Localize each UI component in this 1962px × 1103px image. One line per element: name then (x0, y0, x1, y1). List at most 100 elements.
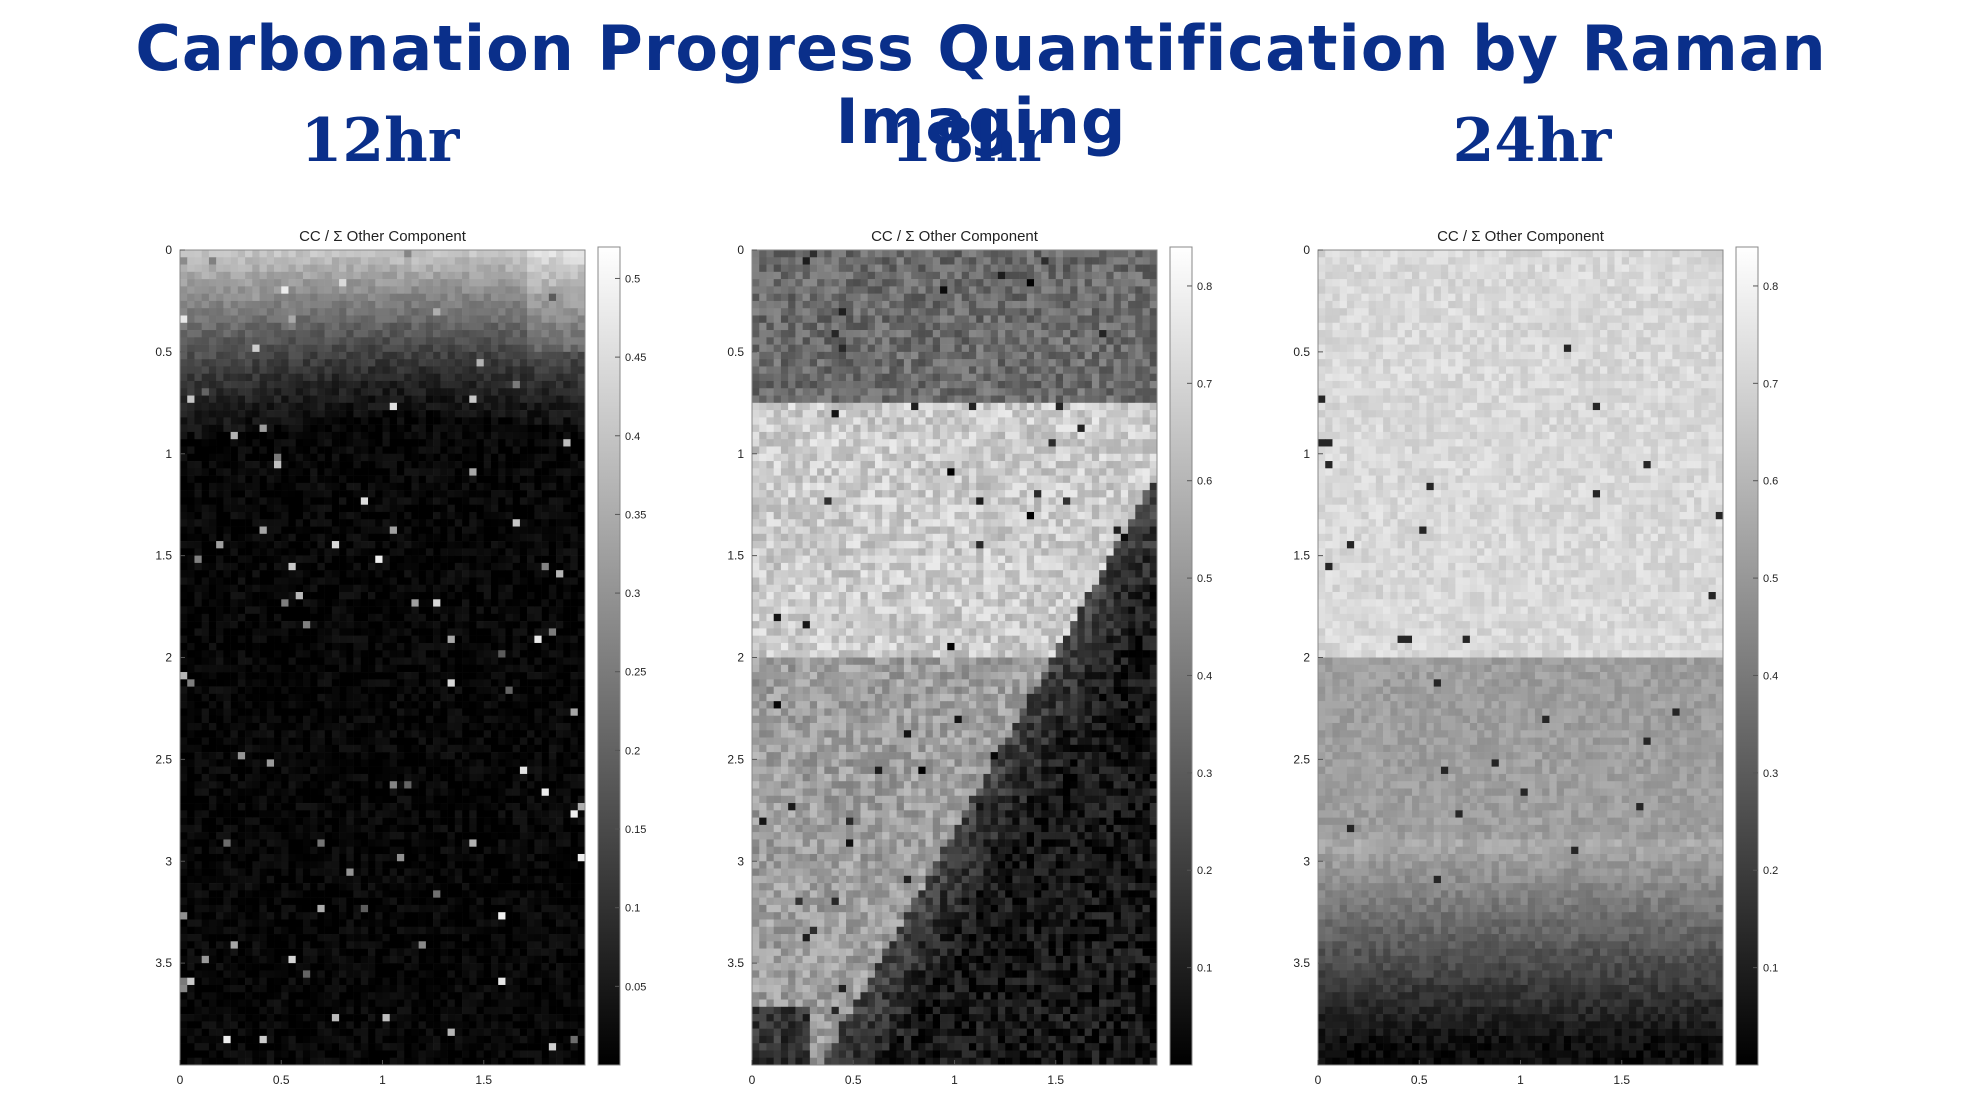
heatmap-cell (418, 424, 427, 433)
heatmap-cell (237, 322, 246, 331)
heatmap-cell (519, 293, 528, 302)
heatmap-cell (462, 708, 470, 717)
heatmap-cell (462, 446, 470, 455)
heatmap-cell (324, 642, 333, 651)
heatmap-cell (411, 250, 419, 258)
heatmap-cell (418, 482, 427, 491)
heatmap-cell (454, 730, 463, 738)
heatmap-cell (556, 388, 564, 396)
heatmap-cell (548, 330, 557, 338)
heatmap-cell (411, 599, 419, 607)
heatmap-cell (440, 759, 448, 767)
heatmap-cell (360, 868, 369, 877)
heatmap-cell (216, 562, 224, 571)
heatmap-cell (216, 308, 224, 316)
heatmap-cell (469, 708, 477, 717)
heatmap-cell (245, 519, 253, 527)
heatmap-cell (194, 744, 202, 753)
heatmap-cell (548, 722, 557, 731)
heatmap-cell (462, 410, 470, 418)
heatmap-cell (570, 788, 579, 797)
heatmap-cell (440, 519, 448, 527)
heatmap-cell (454, 533, 463, 542)
heatmap-cell (570, 773, 579, 782)
heatmap-cell (433, 497, 441, 505)
heatmap-cell (201, 293, 210, 302)
heatmap-cell (476, 366, 485, 375)
heatmap-cell (418, 657, 427, 666)
heatmap-cell (570, 853, 579, 862)
heatmap-cell (302, 351, 311, 360)
heatmap-cell (404, 708, 412, 717)
heatmap-cell (563, 752, 571, 760)
heatmap-cell (360, 264, 369, 273)
heatmap-cell (295, 737, 304, 746)
heatmap-cell (245, 584, 253, 593)
heatmap-cell (505, 824, 513, 833)
heatmap-cell (346, 497, 354, 505)
heatmap-cell (187, 562, 195, 571)
heatmap-cell (447, 257, 456, 265)
heatmap-cell (563, 344, 571, 353)
heatmap-cell (353, 519, 362, 527)
heatmap-cell (274, 701, 282, 709)
heatmap-cell (512, 606, 521, 615)
heatmap-cell (353, 257, 362, 265)
heatmap-cell (577, 300, 586, 309)
heatmap-cell (375, 344, 383, 353)
heatmap-cell (288, 861, 297, 869)
heatmap-cell (266, 650, 275, 658)
heatmap-cell (331, 410, 340, 418)
heatmap-cell (375, 279, 383, 287)
heatmap-cell (216, 431, 224, 440)
heatmap-cell (418, 366, 427, 375)
heatmap-cell (368, 446, 376, 455)
heatmap-cell (201, 497, 210, 505)
heatmap-cell (433, 795, 441, 804)
heatmap-cell (541, 461, 550, 469)
heatmap-cell (346, 504, 354, 513)
heatmap-cell (331, 701, 340, 709)
heatmap-cell (382, 366, 391, 375)
heatmap-cell (548, 373, 557, 382)
heatmap-cell (180, 250, 188, 258)
heatmap-cell (201, 897, 210, 906)
heatmap-cell (454, 279, 463, 287)
heatmap-cell (237, 497, 246, 505)
heatmap-cell (302, 511, 311, 520)
heatmap-cell (281, 271, 289, 280)
heatmap-cell (274, 664, 282, 673)
heatmap-cell (440, 279, 448, 287)
heatmap-cell (382, 431, 391, 440)
heatmap-cell (252, 300, 260, 309)
heatmap-cell (187, 883, 195, 891)
heatmap-cell (187, 824, 195, 833)
heatmap-cell (252, 664, 260, 673)
heatmap-cell (252, 861, 260, 869)
heatmap-cell (382, 475, 391, 484)
heatmap-cell (498, 548, 506, 556)
heatmap-cell (295, 657, 304, 666)
heatmap-cell (433, 533, 441, 542)
heatmap-cell (295, 570, 304, 578)
heatmap-cell (187, 577, 195, 586)
heatmap-cell (223, 650, 231, 658)
heatmap-cell (281, 737, 289, 746)
heatmap-cell (353, 606, 362, 615)
heatmap-cell (490, 861, 499, 869)
heatmap-cell (360, 606, 369, 615)
heatmap-cell (208, 519, 217, 527)
heatmap-cell (201, 482, 210, 491)
heatmap-cell (469, 759, 477, 767)
heatmap-cell (259, 366, 268, 375)
heatmap-cell (563, 388, 571, 396)
heatmap-cell (563, 883, 571, 891)
heatmap-cell (216, 322, 224, 331)
heatmap-cell (411, 402, 419, 411)
heatmap-cell (512, 468, 521, 476)
heatmap-cell (433, 635, 441, 644)
heatmap-cell (194, 875, 202, 884)
heatmap-cell (201, 832, 210, 840)
heatmap-cell (237, 504, 246, 513)
heatmap-cell (180, 410, 188, 418)
